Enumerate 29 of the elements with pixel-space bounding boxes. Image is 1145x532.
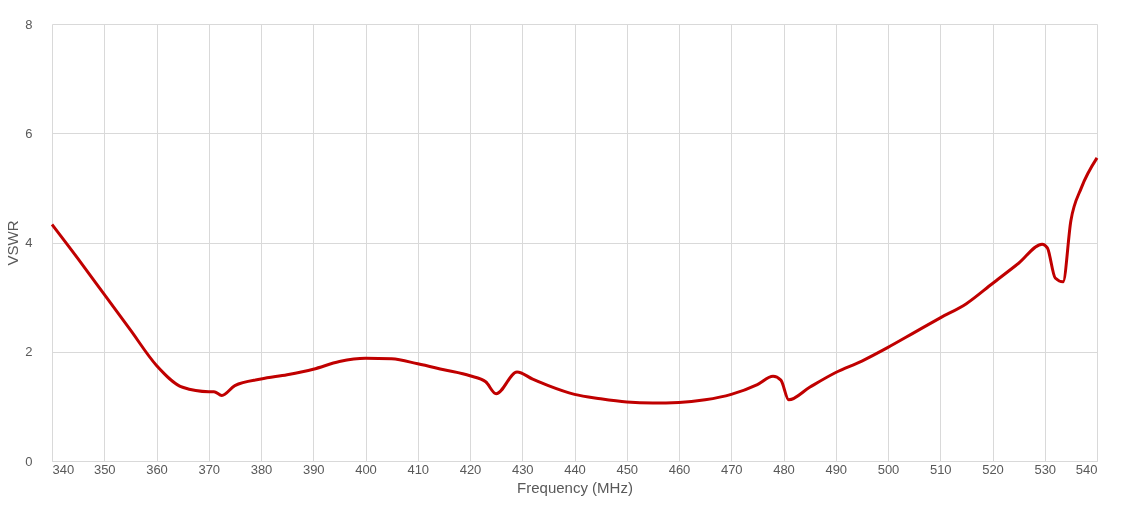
x-tick-label: 530 [1034,461,1057,477]
y-tick-label: 2 [25,344,33,360]
x-tick-label: 420 [459,461,482,477]
y-tick-label: 6 [25,125,33,141]
x-tick-label: 520 [982,461,1004,477]
x-tick-label: 360 [146,461,168,477]
x-tick-label: 350 [93,461,116,477]
x-tick-label: 390 [302,461,325,477]
x-tick-label: 470 [720,461,743,477]
x-tick-label: 410 [407,461,430,477]
x-tick-label: 340 [52,461,75,477]
x-tick-label: 480 [773,461,795,477]
y-axis-title: VSWR [4,220,22,266]
x-tick-label: 370 [198,461,221,477]
x-tick-label: 430 [511,461,534,477]
x-tick-label: 510 [929,461,952,477]
line-series [50,156,1099,405]
x-tick-label: 460 [668,461,691,477]
x-tick-label: 540 [1075,461,1098,477]
x-tick-label: 490 [825,461,848,477]
x-axis-title: Frequency (MHz) [517,478,633,496]
x-tick-label: 380 [250,461,273,477]
y-tick-label: 8 [25,16,33,32]
y-tick-label: 0 [25,453,33,469]
x-tick-label: 440 [564,461,586,477]
x-tick-label: 450 [616,461,639,477]
x-tick-label: 400 [355,461,377,477]
x-tick-label: 500 [877,461,900,477]
y-tick-label: 4 [25,235,33,250]
